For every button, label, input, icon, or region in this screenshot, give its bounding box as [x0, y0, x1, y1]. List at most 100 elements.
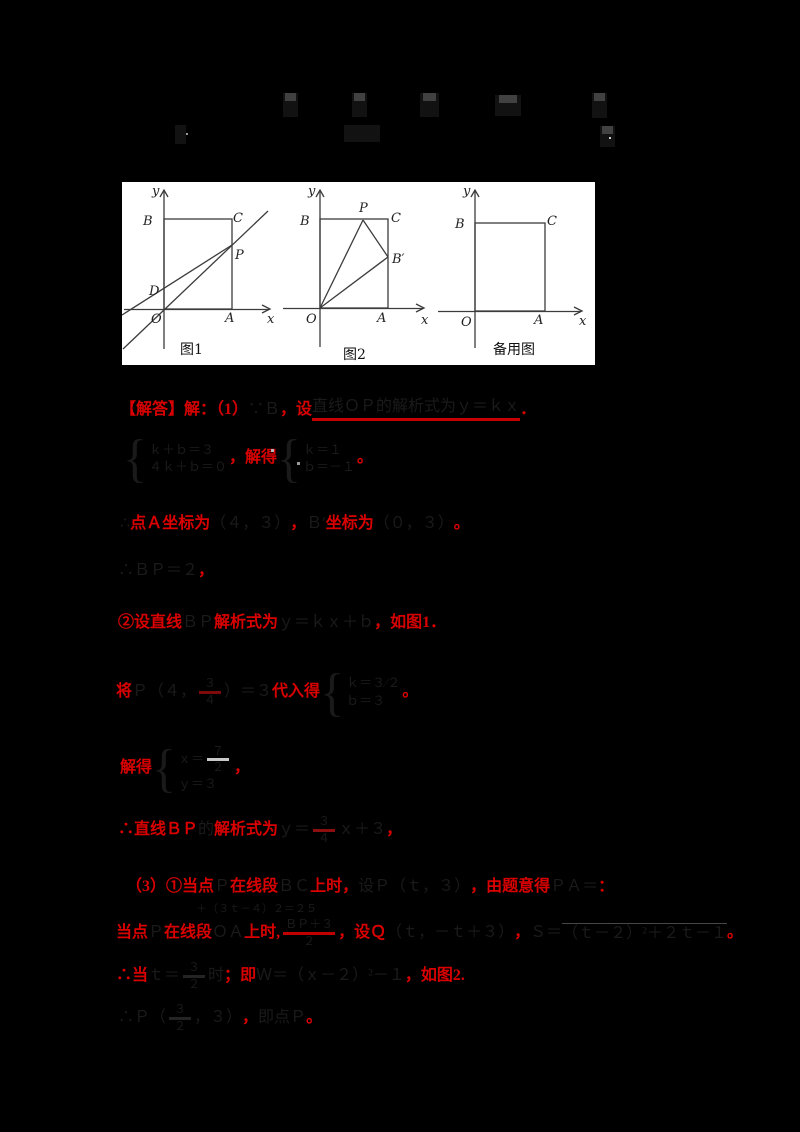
dark-text-run: 的 [198, 820, 215, 838]
fig3-label-y: y [462, 184, 471, 199]
faint-glyph-cap [602, 126, 613, 134]
dark-text-run: ＰＡ＝ [550, 878, 599, 895]
fig2-label-B: B [299, 214, 310, 229]
fig2-label-P: P [358, 201, 368, 216]
solution-line-7: 解得{ｘ＝ ７ ２ ｙ＝３ ， [120, 735, 250, 801]
fig2-label-Bprime: B′ [391, 252, 405, 267]
solution-line-4: ∴ＢＰ＝２， [118, 562, 214, 580]
red-text-run: ． [520, 400, 537, 418]
red-text-run: ； [224, 966, 241, 984]
fig1-axes [121, 188, 272, 350]
red-text-run: 当点 [116, 923, 149, 941]
light-speck [271, 449, 274, 452]
dark-text-run: 即点Ｐ [258, 1008, 307, 1026]
dark-text-run: Ｂ′ [306, 515, 326, 532]
red-text-run: 在线段 [164, 923, 213, 941]
solution-line-11: 当点 Ｐ 在线段 ＯＡ 上时, ＢＰ＋３ ２，设Ｑ （ｔ，－ｔ＋３）， Ｓ＝ （ｔ－２）²＋２ｔ－… [116, 914, 743, 952]
dark-text-run: Ｐ [214, 878, 231, 895]
stack-row: ４ｋ＋ｂ＝０ [149, 459, 228, 474]
stack-row: ｘ＝ ７ ２ [178, 744, 232, 774]
red-text-run: ， [404, 966, 421, 984]
light-speck [297, 462, 300, 465]
stack-row: ｂ＝－１ [303, 459, 356, 474]
fig2-label-C: C [391, 211, 401, 226]
solution-line-6: 将 Ｐ（４， ３ ４ ）＝３ 代入得{ｋ＝３∕２ ｂ＝３。 [116, 664, 418, 720]
fig1-label-y: y [151, 184, 160, 199]
fig2-caption: 图2 [343, 347, 366, 363]
red-text-run: ， [374, 614, 391, 631]
dark-text-run: 直线ＯＰ的解析式为ｙ＝ｋｘ [312, 398, 521, 422]
red-text-run: 由题意得 [486, 878, 551, 895]
red-text-run: （3）①当点 [126, 878, 215, 895]
faint-glyph-cap [285, 93, 296, 101]
dark-text-run: ＋（３ｔ－４）２＝２５ [196, 903, 317, 915]
red-text-run: ， [198, 562, 215, 579]
dark-text-run: ｙ＝ｋｘ＋ｂ [278, 614, 375, 631]
faint-glyph-cluster [600, 126, 615, 147]
fig3-label-O: O [461, 315, 472, 330]
dark-text-run: （ｔ－２）²＋２ｔ－１ [562, 922, 727, 942]
red-text-run: 代入得 [272, 682, 321, 700]
light-speck [186, 133, 188, 135]
red-text-run: 上时, [244, 923, 281, 941]
faint-glyph-cluster [352, 93, 367, 117]
stack-row: ｋ＋ｂ＝３ [149, 441, 215, 457]
dark-text-run: { [152, 738, 177, 797]
fig3-label-B: B [454, 217, 465, 232]
dark-text-run: ）＝３ [224, 682, 273, 700]
dark-text-run: ｋ＝１ ｂ＝－１ [303, 441, 356, 475]
dark-text-run: { [277, 428, 302, 488]
dark-text-run: Ｗ＝（ｘ－２）²－１ [256, 966, 405, 984]
faint-glyph-cluster [420, 93, 439, 117]
red-text-run: ，解得 [229, 449, 278, 467]
coordinate-figures: y B C P D O A x 图1 y B P C B [121, 184, 587, 363]
faint-glyph-cap [354, 93, 365, 101]
dark-text-run: ＢＣ [278, 878, 311, 895]
stack-row: ｋ＝１ [303, 441, 343, 457]
fig3-caption: 备用图 [493, 341, 535, 358]
red-text-run: ， [386, 820, 403, 838]
red-text-run: ∴直线ＢＰ [118, 820, 199, 838]
red-text-run: 解析式为 [214, 820, 279, 838]
red-text-run: ， [290, 515, 307, 532]
faint-glyph-cluster [344, 125, 380, 142]
red-text-run: ： [598, 878, 615, 895]
dark-text-run: ∴ [120, 515, 131, 532]
fig1-label-P: P [234, 248, 244, 263]
dark-text-run: （４，３） [210, 515, 291, 532]
dark-text-run: （ｔ，－ｔ＋３） [386, 923, 515, 941]
dark-text-run: ，３） [194, 1008, 243, 1026]
red-text-run: 解得 [120, 758, 153, 776]
fig3-label-x: x [579, 314, 587, 329]
red-text-run: 。 [306, 1008, 323, 1026]
faint-glyph-cluster [175, 125, 186, 144]
stack-row: ｙ＝３ [178, 776, 218, 792]
red-text-run: 如图1． [390, 614, 447, 631]
red-text-run: ， [470, 878, 487, 895]
solution-line-5: ②设直线 ＢＰ 解析式为 ｙ＝ｋｘ＋ｂ，如图1． [118, 614, 446, 632]
red-text-run: 如图2. [420, 966, 465, 984]
red-text-run: ∴当 [116, 966, 149, 984]
red-text-run: ， [242, 1008, 259, 1026]
solution-line-3: ∴ 点Ａ坐标为 （４，３）， Ｂ′ 坐标为 （０，３）。 [120, 515, 470, 533]
fig2-axes [283, 188, 426, 347]
red-text-run: 【解答】解：（1） [120, 400, 249, 418]
fig3-label-A: A [533, 313, 543, 328]
dark-text-run: ｘ＝ ７ ２ ｙ＝３ [178, 744, 232, 792]
solution-line-1: 【解答】解：（1） ∵Ｂ ，设 直线ＯＰ的解析式为ｙ＝ｋｘ ． [120, 398, 537, 422]
fig3-label-C: C [547, 214, 557, 229]
red-text-run: 。 [453, 515, 470, 532]
solution-line-9: （3）①当点 Ｐ 在线段 ＢＣ 上时， 设Ｐ（ｔ，３），由题意得 ＰＡ＝： [126, 878, 614, 896]
dark-text-run: ∵Ｂ [248, 400, 281, 418]
solution-line-10: ＋（３ｔ－４）２＝２５ [196, 903, 317, 916]
fig2-label-O: O [306, 312, 317, 327]
dark-text-run: Ｐ [148, 923, 165, 941]
fig1-caption: 图1 [180, 342, 203, 358]
fraction: ＢＰ＋３ ２ [283, 917, 336, 948]
dark-text-run: Ｐ（４， [132, 682, 197, 700]
red-text-run: 。 [357, 449, 374, 467]
